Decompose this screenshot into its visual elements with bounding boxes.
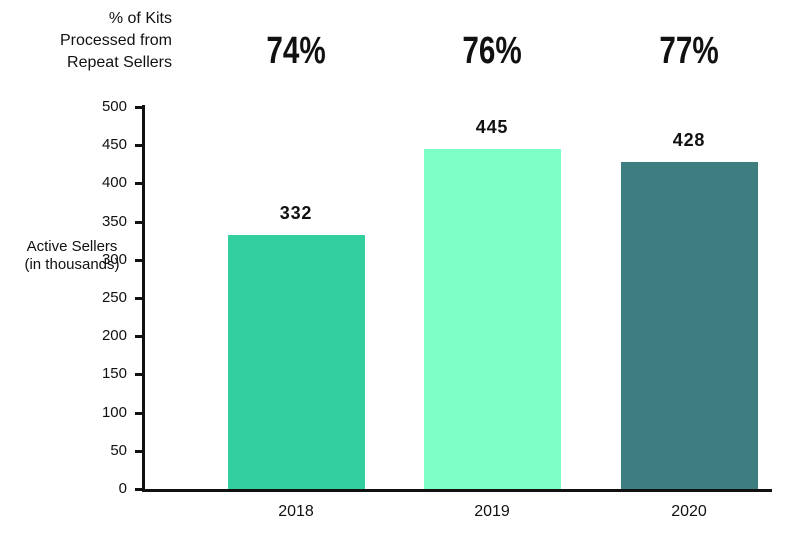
- y-tick-label: 200: [101, 327, 127, 345]
- y-tick-label: 400: [101, 174, 127, 192]
- percent-label-text: 76%: [462, 30, 522, 72]
- bar-value-label-2020: 428: [672, 130, 706, 150]
- percent-label-text: 74%: [266, 30, 326, 72]
- bar-value-label-2019: 445: [475, 117, 509, 138]
- y-tick: [135, 297, 144, 300]
- x-axis-tick-label-2019: 2019: [474, 503, 510, 520]
- y-tick-label: 50: [110, 441, 127, 459]
- y-tick: [135, 144, 144, 148]
- y-tick: [135, 373, 144, 377]
- percent-label-2018: 74%: [221, 32, 371, 70]
- bar-value-label-2018: 332: [279, 203, 313, 224]
- y-tick: [135, 182, 144, 186]
- y-tick-label: 350: [101, 212, 127, 230]
- y-tick-label: 450: [101, 136, 127, 154]
- y-tick: [135, 335, 144, 339]
- y-tick-label: 250: [101, 289, 127, 306]
- y-tick: [135, 449, 144, 453]
- percent-label-2020: 77%: [614, 32, 764, 70]
- bar-2018: [227, 235, 365, 489]
- corner-title-line-3: Repeat Sellers: [67, 54, 172, 71]
- y-tick-label: 500: [101, 98, 127, 115]
- y-tick-label: 300: [101, 250, 127, 268]
- y-tick: [135, 258, 144, 262]
- y-tick: [135, 220, 144, 224]
- x-axis-tick-label-2020: 2020: [671, 503, 707, 520]
- corner-title-line-1: % of Kits: [108, 10, 172, 27]
- y-axis-label-line-2: (in thousands): [24, 256, 120, 273]
- y-tick: [135, 488, 144, 491]
- x-axis-tick-label-2018: 2018: [278, 503, 314, 520]
- x-axis-line: [142, 489, 772, 492]
- y-tick-label: 0: [118, 480, 127, 497]
- y-tick-label: 150: [101, 365, 127, 383]
- chart-corner-title: % of Kits Processed from Repeat Sellers: [8, 8, 172, 74]
- y-axis-label: Active Sellers (in thousands): [6, 238, 138, 274]
- y-tick: [135, 106, 144, 109]
- bar-2019: [423, 149, 561, 489]
- percent-label-2019: 76%: [417, 32, 567, 70]
- percent-label-text: 77%: [659, 30, 719, 72]
- bar-2020: [620, 162, 758, 489]
- y-axis-label-line-1: Active Sellers: [26, 238, 118, 255]
- y-tick-label: 100: [101, 403, 127, 421]
- y-tick: [135, 411, 144, 415]
- corner-title-line-2: Processed from: [59, 32, 172, 49]
